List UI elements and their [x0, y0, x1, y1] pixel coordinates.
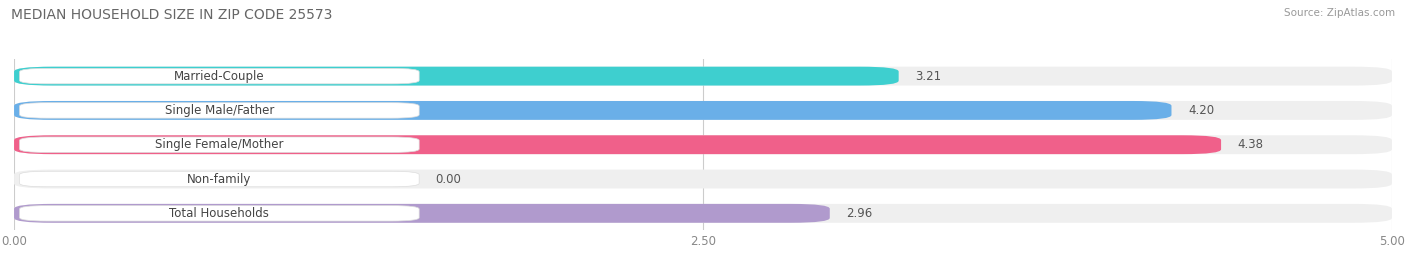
FancyBboxPatch shape [14, 135, 1392, 154]
FancyBboxPatch shape [20, 103, 419, 118]
Text: Total Households: Total Households [170, 207, 270, 220]
FancyBboxPatch shape [14, 67, 1392, 85]
Text: MEDIAN HOUSEHOLD SIZE IN ZIP CODE 25573: MEDIAN HOUSEHOLD SIZE IN ZIP CODE 25573 [11, 8, 333, 22]
FancyBboxPatch shape [14, 204, 830, 223]
Text: Non-family: Non-family [187, 173, 252, 185]
FancyBboxPatch shape [14, 101, 1171, 120]
Text: Single Male/Father: Single Male/Father [165, 104, 274, 117]
Text: 2.96: 2.96 [846, 207, 873, 220]
Text: 4.20: 4.20 [1188, 104, 1215, 117]
FancyBboxPatch shape [14, 135, 1220, 154]
Text: Source: ZipAtlas.com: Source: ZipAtlas.com [1284, 8, 1395, 18]
Text: Married-Couple: Married-Couple [174, 70, 264, 83]
FancyBboxPatch shape [20, 206, 419, 221]
FancyBboxPatch shape [14, 170, 1392, 188]
Text: 0.00: 0.00 [436, 173, 461, 185]
Text: 4.38: 4.38 [1237, 138, 1264, 151]
FancyBboxPatch shape [14, 101, 1392, 120]
FancyBboxPatch shape [14, 67, 898, 85]
FancyBboxPatch shape [20, 68, 419, 84]
FancyBboxPatch shape [20, 171, 419, 187]
Text: Single Female/Mother: Single Female/Mother [155, 138, 284, 151]
FancyBboxPatch shape [20, 137, 419, 152]
FancyBboxPatch shape [14, 204, 1392, 223]
Text: 3.21: 3.21 [915, 70, 942, 83]
